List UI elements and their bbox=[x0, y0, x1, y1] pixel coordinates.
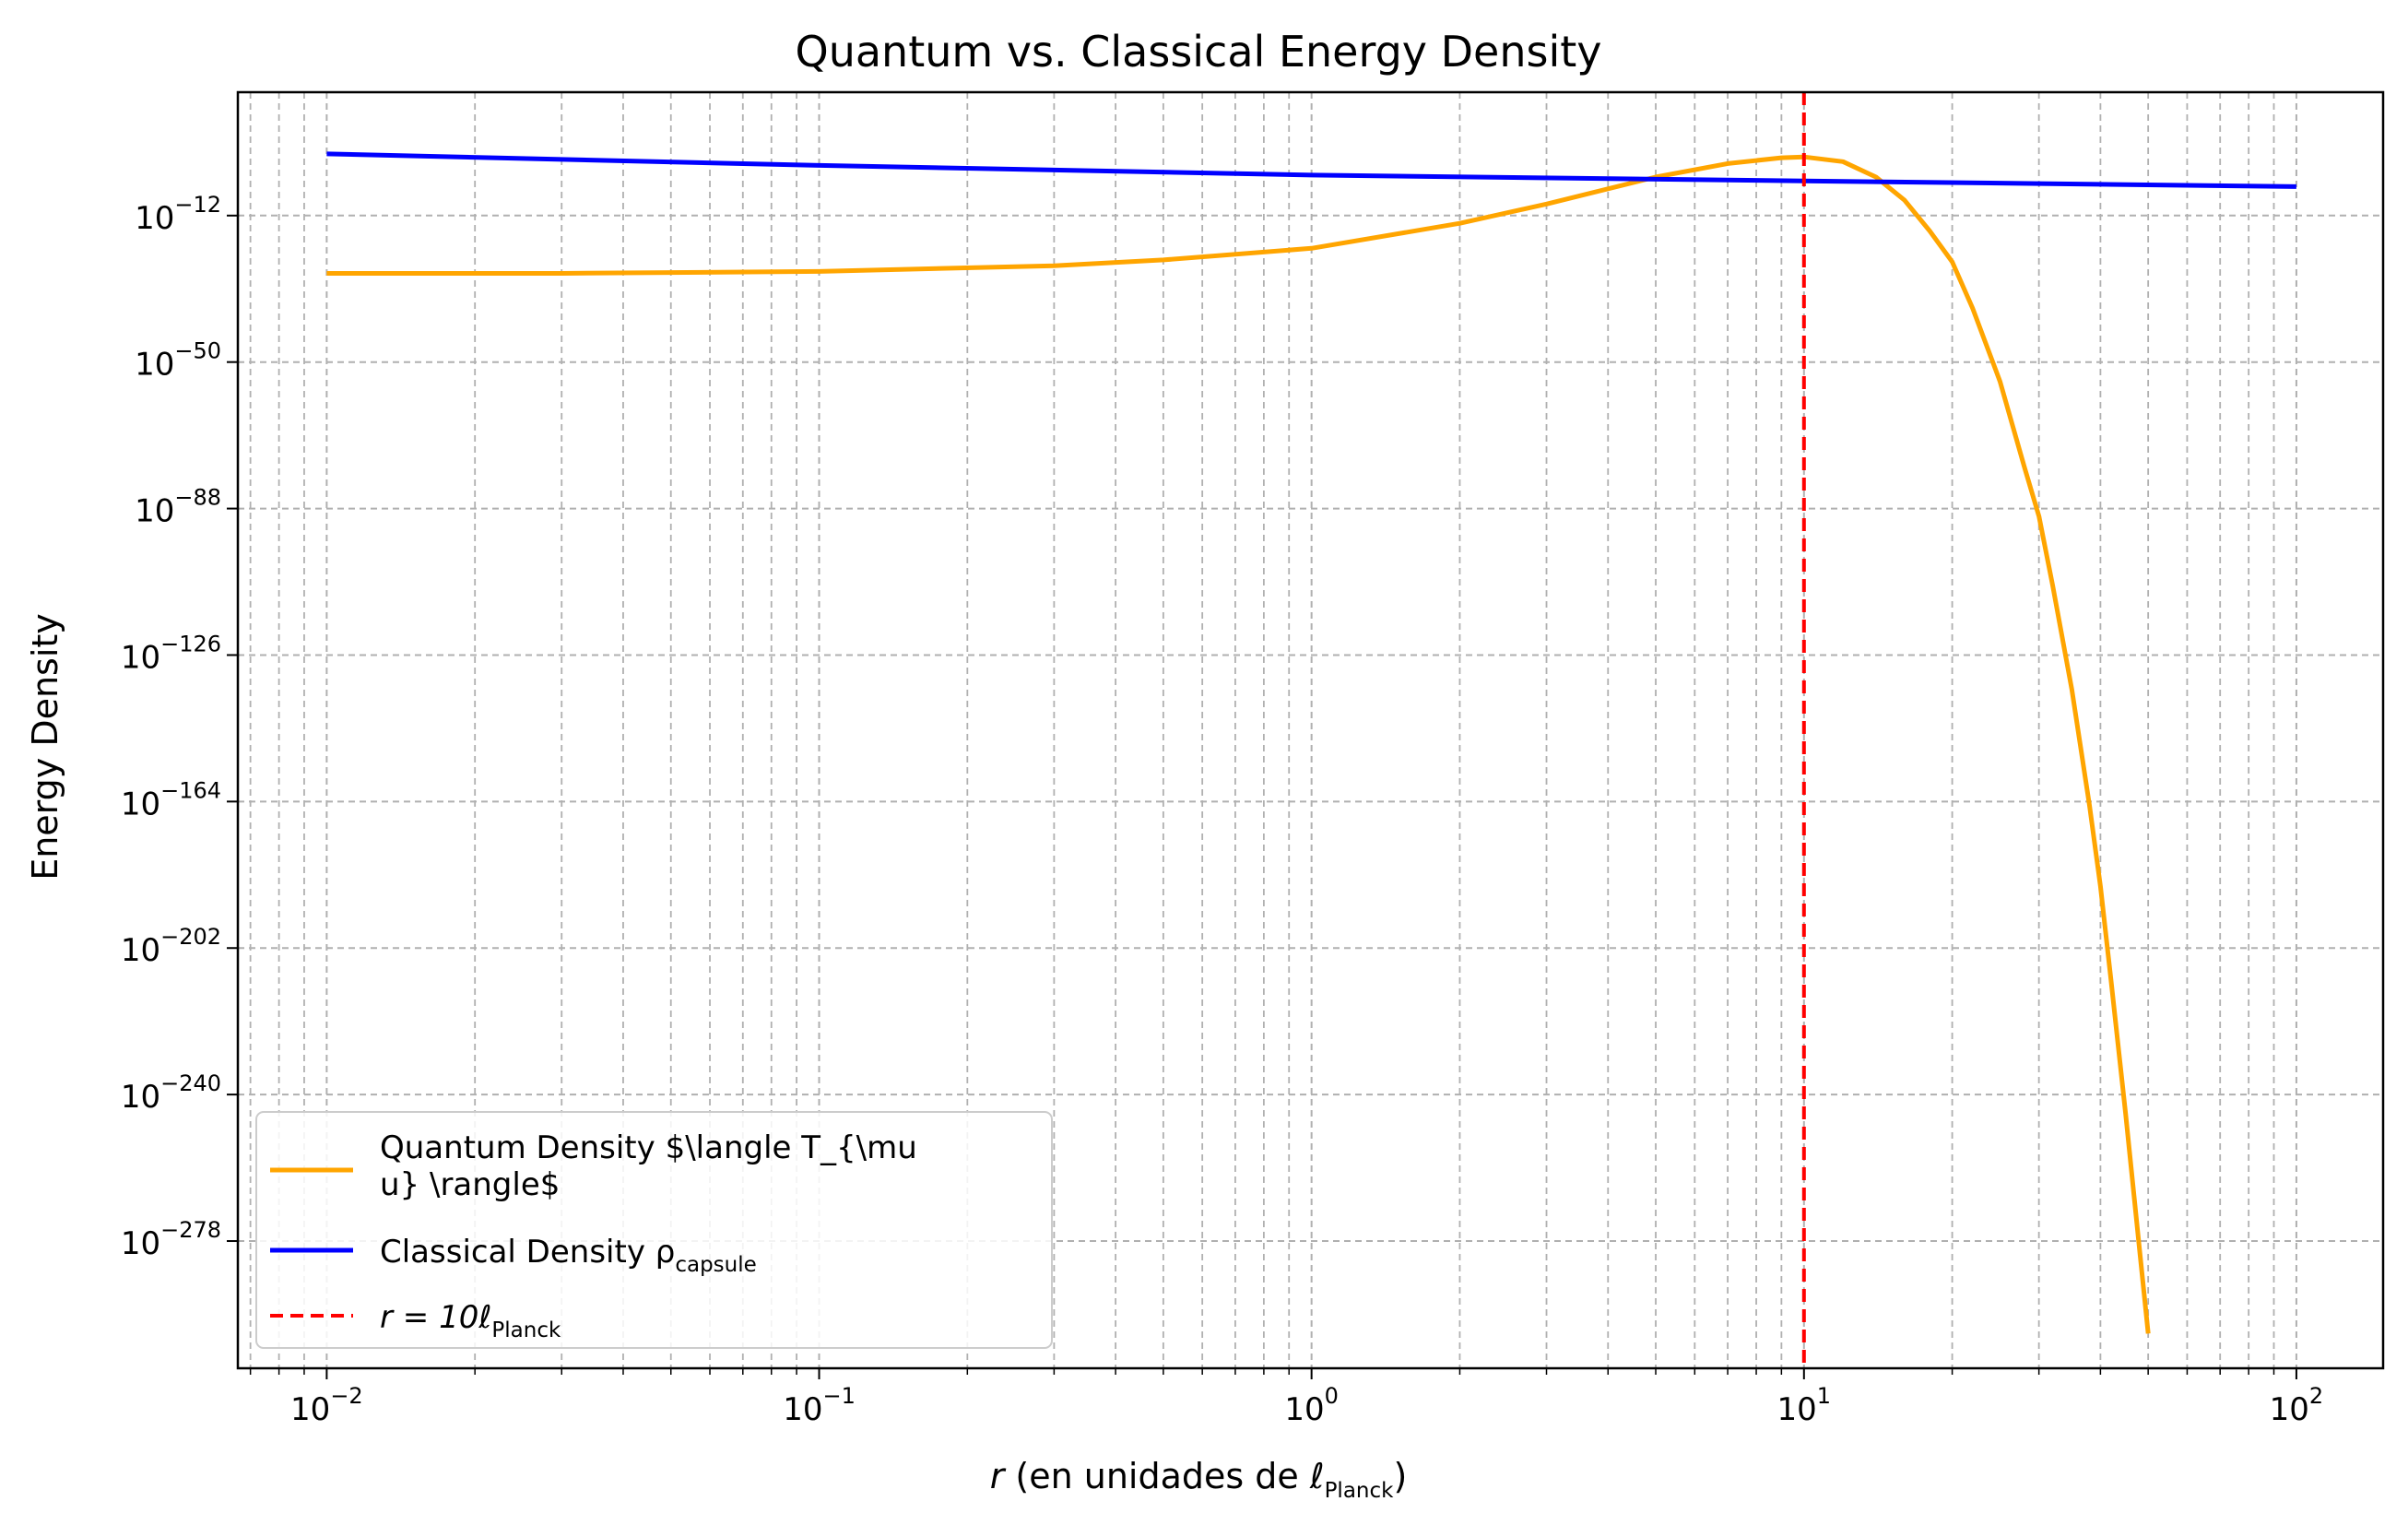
y-tick-label: 10−202 bbox=[121, 924, 221, 969]
legend-label-quantum-line1: Quantum Density $\langle T_{\mu bbox=[380, 1129, 917, 1166]
y-tick-label: 10−88 bbox=[135, 485, 221, 530]
chart-title: Quantum vs. Classical Energy Density bbox=[796, 27, 1602, 77]
y-tick-base: 10 bbox=[121, 932, 160, 969]
x-tick-exponent: 0 bbox=[1325, 1383, 1339, 1409]
y-tick-exponent: −50 bbox=[174, 338, 221, 364]
y-tick-label: 10−12 bbox=[135, 192, 221, 237]
y-tick-exponent: −12 bbox=[174, 192, 221, 218]
legend-label-classical-subscript: capsule bbox=[675, 1253, 756, 1277]
x-tick-label: 10−2 bbox=[290, 1383, 363, 1428]
y-tick-label: 10−164 bbox=[121, 777, 221, 822]
legend-label-classical-text: Classical Density ρ bbox=[380, 1234, 675, 1271]
plot-frame bbox=[236, 90, 2385, 1370]
x-axis-label-variable: r bbox=[990, 1456, 1007, 1496]
legend: Quantum Density $\langle T_{\mu u} \rangl… bbox=[255, 1111, 1053, 1349]
grid bbox=[238, 92, 2383, 1368]
y-tick-exponent: −164 bbox=[160, 777, 221, 803]
y-tick-exponent: −240 bbox=[160, 1070, 221, 1096]
series-layer bbox=[326, 92, 2296, 1368]
x-tick-label: 101 bbox=[1777, 1383, 1832, 1428]
y-tick-label: 10−126 bbox=[121, 631, 221, 676]
x-tick-label: 10−1 bbox=[783, 1383, 856, 1428]
x-axis: 10−2 10−1 100 101 102 bbox=[249, 1368, 2324, 1428]
legend-label-marker-text: r = 10ℓ bbox=[380, 1299, 491, 1336]
x-axis-label-text: (en unidades de bbox=[1004, 1456, 1310, 1496]
legend-box bbox=[255, 1111, 1053, 1349]
x-tick-base: 10 bbox=[2270, 1391, 2309, 1428]
y-tick-exponent: −88 bbox=[174, 485, 221, 511]
y-tick-label: 10−278 bbox=[121, 1217, 221, 1262]
classical-density-line bbox=[326, 151, 2296, 189]
x-tick-exponent: 2 bbox=[2309, 1383, 2323, 1409]
x-tick-base: 10 bbox=[1284, 1391, 1324, 1428]
legend-label-quantum: Quantum Density $\langle T_{\mu u} \rangl… bbox=[380, 1129, 917, 1203]
y-axis: 10−1210−5010−8810−12610−16410−20210−2401… bbox=[121, 192, 238, 1262]
x-axis-label: r (en unidades de ℓPlanck) bbox=[990, 1456, 1408, 1503]
y-tick-exponent: −278 bbox=[160, 1217, 221, 1243]
x-tick-base: 10 bbox=[1777, 1391, 1817, 1428]
x-axis-label-close: ) bbox=[1393, 1456, 1407, 1496]
y-tick-exponent: −202 bbox=[160, 924, 221, 950]
x-axis-label-symbol: ℓ bbox=[1309, 1456, 1325, 1496]
x-tick-exponent: −1 bbox=[822, 1383, 855, 1409]
y-axis-label: Energy Density bbox=[25, 613, 65, 881]
x-tick-label: 102 bbox=[2270, 1383, 2324, 1428]
quantum-density-line bbox=[326, 154, 2151, 1334]
x-tick-label: 100 bbox=[1284, 1383, 1339, 1428]
y-tick-base: 10 bbox=[121, 1225, 160, 1262]
x-tick-base: 10 bbox=[783, 1391, 822, 1428]
y-tick-label: 10−240 bbox=[121, 1070, 221, 1116]
y-tick-base: 10 bbox=[135, 347, 174, 384]
x-tick-exponent: −2 bbox=[330, 1383, 362, 1409]
legend-label-marker-subscript: Planck bbox=[491, 1318, 561, 1342]
y-tick-base: 10 bbox=[121, 639, 160, 676]
x-tick-base: 10 bbox=[290, 1391, 330, 1428]
y-tick-label: 10−50 bbox=[135, 338, 221, 384]
y-tick-base: 10 bbox=[121, 786, 160, 822]
legend-label-marker: r = 10ℓPlanck bbox=[380, 1299, 561, 1342]
legend-label-classical: Classical Density ρcapsule bbox=[380, 1234, 757, 1277]
x-axis-label-subscript: Planck bbox=[1325, 1479, 1395, 1503]
legend-label-quantum-line2: u} \rangle$ bbox=[380, 1166, 560, 1203]
y-tick-base: 10 bbox=[135, 493, 174, 530]
y-tick-base: 10 bbox=[121, 1079, 160, 1116]
x-tick-exponent: 1 bbox=[1817, 1383, 1831, 1409]
y-tick-exponent: −126 bbox=[160, 631, 221, 656]
y-tick-base: 10 bbox=[135, 200, 174, 237]
